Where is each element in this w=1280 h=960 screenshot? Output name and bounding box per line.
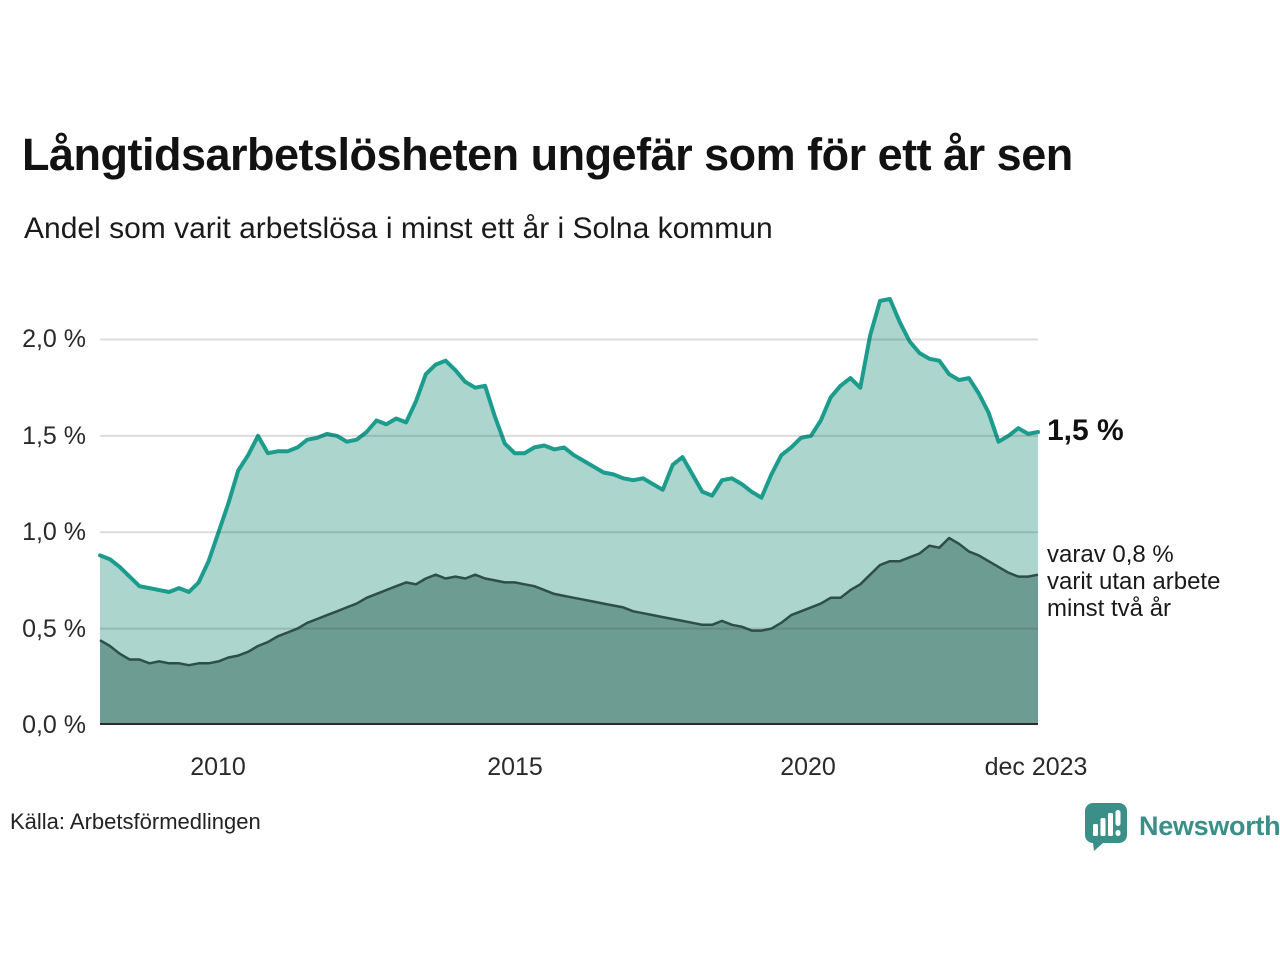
series-end-value-label: 1,5 % [1047,414,1124,447]
secondary-annotation-line: varit utan arbete [1047,568,1221,595]
x-axis-tick-label: 2015 [487,753,543,781]
newsworthy-logo[interactable]: Newsworthy [1083,801,1280,851]
secondary-annotation-line: varav 0,8 % [1047,541,1174,568]
area-chart [98,297,1040,725]
y-axis-tick-label: 0,0 % [22,711,86,739]
x-axis-tick-label: dec 2023 [984,753,1088,781]
secondary-annotation-line: minst två år [1047,595,1172,622]
x-axis-tick-label: 2010 [190,753,246,781]
x-axis-tick-label: 2020 [780,753,836,781]
newsworthy-logo-text: Newsworthy [1139,810,1280,841]
y-axis-tick-label: 2,0 % [22,325,86,353]
bar-chart-bubble-icon [1085,803,1127,851]
secondary-series-annotation: varav 0,8 % varit utan arbete minst två … [1047,541,1220,622]
source-note: Källa: Arbetsförmedlingen [10,809,261,834]
y-axis-tick-label: 1,5 % [22,422,86,450]
y-axis-tick-label: 0,5 % [22,615,86,643]
y-axis-tick-label: 1,0 % [22,518,86,546]
page-title: Långtidsarbetslösheten ungefär som för e… [22,129,1073,180]
page-subtitle: Andel som varit arbetslösa i minst ett å… [24,212,773,245]
